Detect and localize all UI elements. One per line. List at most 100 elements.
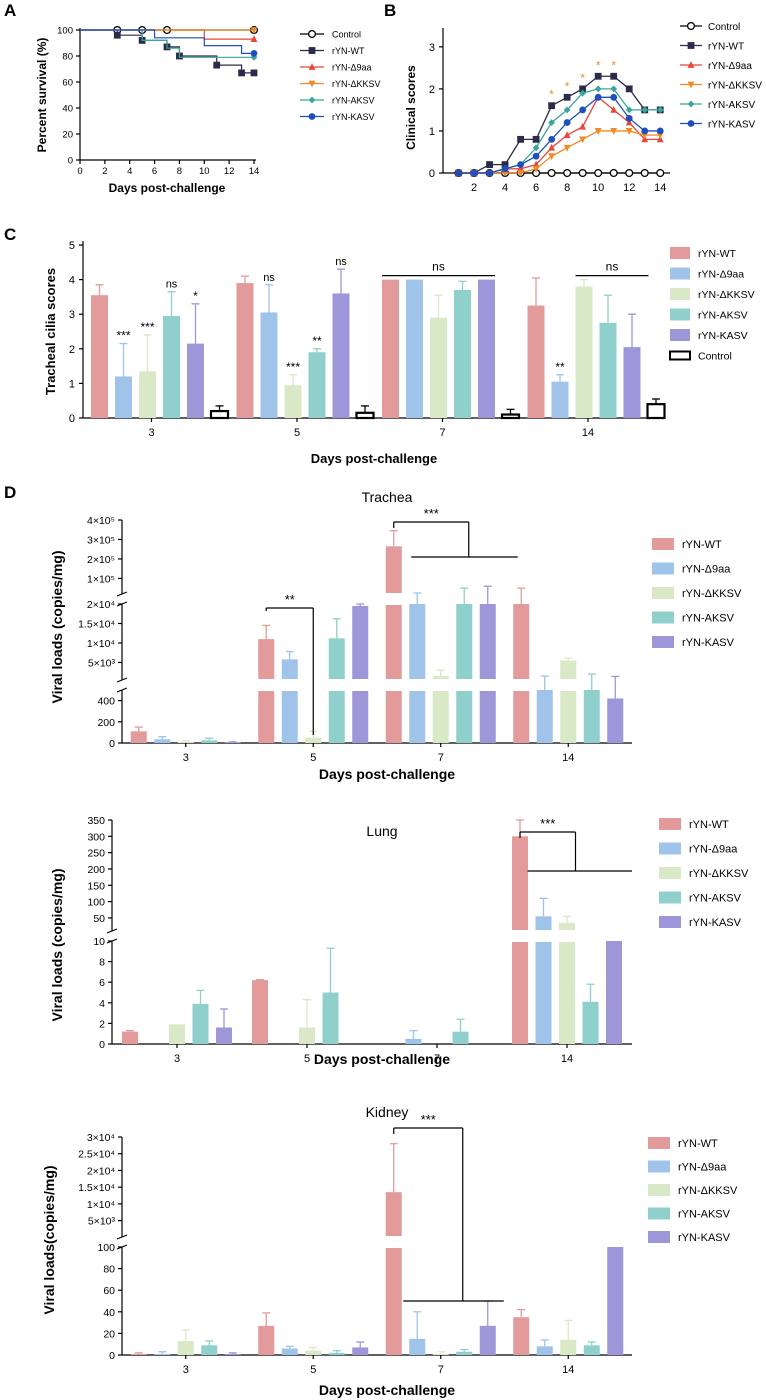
y-tick-label: 0 — [68, 156, 73, 167]
clinical-marker — [594, 93, 602, 101]
y-axis-label: Viral loads (copies/mg) — [49, 550, 65, 703]
clinical-marker — [579, 122, 587, 130]
y-tick-label: 5 — [69, 240, 75, 252]
clinical-marker — [641, 132, 649, 140]
legend-swatch — [669, 350, 691, 361]
viral-bar — [432, 676, 449, 743]
y-tick-label: 3×10⁴ — [87, 1132, 115, 1144]
viral-bar — [224, 1353, 241, 1355]
clinical-marker — [548, 153, 556, 161]
cilia-bar — [646, 403, 666, 420]
viral-bar — [201, 1345, 218, 1355]
viral-bar — [559, 922, 575, 1044]
x-axis-label: Days post-challenge — [319, 766, 455, 782]
legend-label: rYN-KASV — [708, 120, 756, 131]
viral-bar — [607, 698, 624, 743]
significance-star: * — [549, 88, 554, 102]
viral-bar — [385, 546, 402, 743]
y-tick-label: 1×10⁵ — [87, 573, 115, 585]
legend-label: rYN-AKSV — [678, 1209, 731, 1221]
x-tick-label: 7 — [434, 1053, 440, 1065]
significance-label: *** — [140, 320, 154, 334]
clinical-marker — [517, 135, 524, 143]
clinical-marker — [547, 168, 556, 178]
legend-label: rYN-Δ9aa — [708, 61, 752, 72]
x-tick-label: 5 — [310, 1364, 316, 1376]
survival-marker — [238, 69, 245, 77]
y-tick-label: 1 — [69, 378, 75, 390]
x-tick-label: 7 — [438, 752, 444, 764]
clinical-marker — [610, 128, 618, 135]
y-tick-label: 40 — [62, 104, 73, 115]
viral-bar — [216, 1027, 232, 1044]
viral-bar — [122, 1031, 138, 1044]
significance-label: *** — [424, 506, 439, 521]
legend-label: rYN-Δ9aa — [682, 564, 731, 576]
y-tick-label: 0 — [109, 738, 115, 750]
significance-label: ns — [335, 256, 347, 268]
viral-bar — [177, 1340, 194, 1355]
y-tick-label: 8 — [99, 957, 105, 969]
cilia-bar — [91, 295, 108, 418]
clinical-marker — [563, 119, 571, 126]
clinical-marker — [563, 106, 571, 114]
cilia-bar — [332, 293, 350, 418]
clinical-marker — [625, 114, 633, 122]
viral-bar — [607, 1247, 624, 1355]
significance-label: * — [193, 289, 198, 303]
significance-label: *** — [116, 329, 130, 343]
x-tick-label: 7 — [438, 1364, 444, 1376]
x-tick-label: 6 — [152, 166, 157, 177]
bar-gap — [384, 679, 403, 691]
legend-marker — [307, 29, 317, 39]
x-tick-label: 5 — [304, 1053, 310, 1065]
clinical-marker — [563, 93, 571, 101]
legend-label: rYN-KASV — [332, 112, 375, 122]
cilia-bar — [382, 279, 399, 418]
viral-bar — [352, 1347, 369, 1355]
clinical-marker — [609, 168, 618, 178]
bar-gap — [534, 930, 553, 942]
legend-label: rYN-WT — [689, 819, 729, 831]
legend-swatch — [659, 842, 681, 855]
legend-label: rYN-WT — [678, 1138, 718, 1150]
x-axis-label: Days post-challenge — [314, 1051, 450, 1067]
legend-swatch — [659, 818, 681, 830]
survival-line — [80, 29, 254, 74]
clinical-marker — [532, 135, 540, 143]
viral-bar — [305, 1350, 322, 1355]
legend-marker — [687, 81, 695, 89]
x-tick-label: 2 — [471, 182, 477, 194]
y-tick-label: 4×10⁵ — [87, 515, 115, 527]
clinical-marker — [579, 136, 587, 144]
bar-gap — [351, 679, 370, 691]
y-tick-label: 50 — [93, 913, 105, 925]
significance-star: * — [596, 58, 601, 72]
viral-bar — [452, 1031, 469, 1044]
clinical-marker — [656, 106, 664, 114]
clinical-marker — [548, 119, 556, 126]
significance-label: *** — [540, 816, 555, 831]
x-tick-label: 8 — [564, 182, 570, 194]
bar-gap — [408, 679, 427, 691]
survival-marker — [250, 35, 258, 42]
y-axis-label: Percent survival (%) — [35, 38, 49, 153]
viral-bar — [409, 604, 426, 743]
viral-bar — [258, 1325, 275, 1355]
bracket-label: ns — [606, 260, 619, 274]
viral-bar — [352, 605, 369, 743]
survival-marker — [250, 27, 258, 34]
legend-swatch — [670, 329, 690, 341]
bar-gap — [478, 679, 497, 691]
cilia-scores-chart: 0 1 2 3 4 5 3 5 7 14 Days post-challenge Tracheal c… — [43, 240, 755, 466]
axis-break-mark — [116, 687, 128, 693]
x-tick-label: 0 — [77, 166, 82, 177]
y-tick-label: 20 — [103, 1328, 115, 1340]
legend-swatch — [648, 1207, 670, 1220]
legend-label: Control — [698, 351, 732, 363]
significance-label: ** — [555, 360, 565, 374]
legend-marker — [308, 47, 316, 54]
viral-bar — [536, 690, 553, 743]
